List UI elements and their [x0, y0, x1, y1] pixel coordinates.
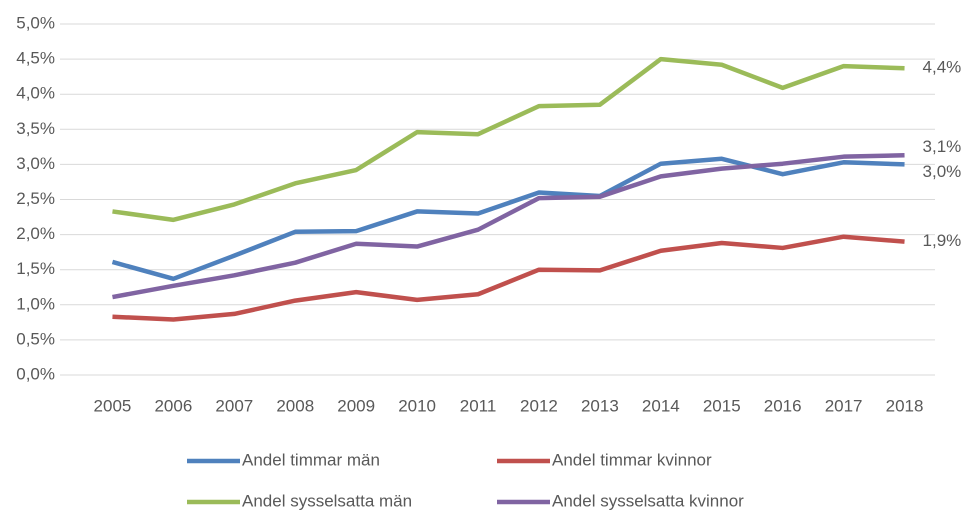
x-tick-label: 2006 — [154, 396, 192, 415]
y-tick-label: 4,0% — [16, 84, 55, 103]
x-tick-label: 2018 — [886, 396, 924, 415]
y-tick-label: 1,0% — [16, 294, 55, 313]
y-tick-label: 3,5% — [16, 119, 55, 138]
x-tick-label: 2013 — [581, 396, 619, 415]
y-tick-label: 2,5% — [16, 189, 55, 208]
x-tick-label: 2007 — [215, 396, 253, 415]
y-tick-label: 3,0% — [16, 154, 55, 173]
legend-label: Andel timmar män — [242, 450, 380, 469]
x-tick-label: 2005 — [94, 396, 132, 415]
x-tick-label: 2009 — [337, 396, 375, 415]
legend-label: Andel timmar kvinnor — [552, 450, 712, 469]
x-tick-label: 2010 — [398, 396, 436, 415]
y-tick-label: 0,5% — [16, 329, 55, 348]
x-tick-label: 2014 — [642, 396, 680, 415]
y-tick-label: 4,5% — [16, 49, 55, 68]
data-label: 3,0% — [923, 162, 962, 181]
y-tick-label: 2,0% — [16, 224, 55, 243]
x-tick-label: 2008 — [276, 396, 314, 415]
x-tick-label: 2016 — [764, 396, 802, 415]
data-label: 1,9% — [923, 231, 962, 250]
x-tick-label: 2017 — [825, 396, 863, 415]
y-tick-label: 5,0% — [16, 13, 55, 32]
series-line — [111, 156, 905, 282]
x-tick-label: 2015 — [703, 396, 741, 415]
series-line — [112, 234, 905, 322]
x-tick-label: 2011 — [460, 396, 497, 415]
data-label: 4,4% — [923, 58, 962, 77]
y-tick-label: 0,0% — [16, 364, 55, 383]
x-tick-label: 2012 — [520, 396, 558, 415]
y-tick-label: 1,5% — [16, 259, 55, 278]
legend-label: Andel sysselsatta män — [242, 491, 412, 510]
series-line — [112, 153, 905, 300]
legend-label: Andel sysselsatta kvinnor — [552, 491, 744, 510]
data-label: 3,1% — [923, 137, 962, 156]
series-line — [112, 56, 905, 223]
